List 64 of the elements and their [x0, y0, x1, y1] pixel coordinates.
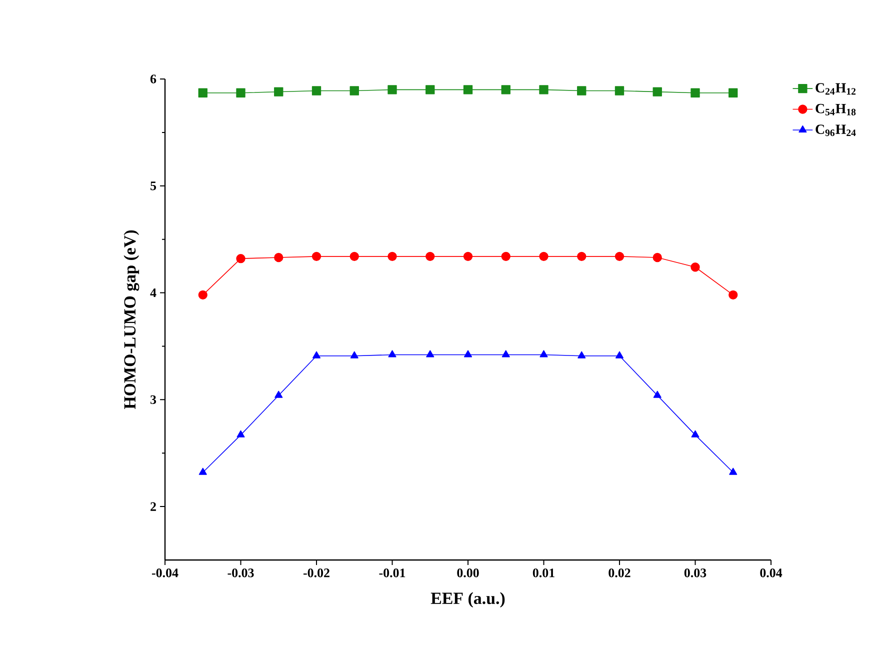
legend-label: C$_{54}$H$_{18}$ — [816, 104, 856, 116]
point — [350, 86, 359, 96]
point — [388, 350, 396, 358]
point — [501, 252, 510, 262]
point — [388, 252, 397, 262]
point — [615, 351, 624, 358]
point — [501, 85, 510, 94]
point — [728, 88, 738, 98]
point — [614, 252, 624, 262]
point — [350, 252, 359, 262]
x-tick-label: 0.01 — [532, 568, 554, 578]
legend-label: C$_{24}$H$_{12}$ — [816, 83, 856, 95]
x-tick-label: 0.03 — [684, 568, 706, 578]
point — [653, 390, 662, 398]
point — [652, 87, 662, 96]
legend-label: C$_{96}$H$_{24}$ — [816, 124, 856, 136]
point — [198, 88, 208, 98]
point — [198, 290, 208, 300]
x-tick-label: -0.03 — [228, 568, 254, 578]
point — [539, 252, 548, 262]
point — [350, 351, 358, 358]
point — [236, 254, 246, 264]
point — [312, 252, 322, 262]
x-tick-label: 0.00 — [457, 568, 479, 578]
point — [502, 350, 510, 358]
point — [236, 430, 245, 438]
point — [691, 430, 700, 438]
point — [577, 252, 586, 262]
x-tick-label: -0.02 — [303, 568, 330, 578]
point — [426, 85, 435, 94]
y-axis-title: HOMO-LUMO gap (eV) — [124, 230, 140, 410]
point — [463, 85, 473, 94]
point — [614, 86, 624, 96]
point — [312, 351, 321, 358]
point — [690, 262, 700, 272]
point — [463, 252, 473, 262]
y-tick-label: 3 — [150, 395, 156, 404]
x-tick-label: 0.02 — [608, 568, 630, 578]
y-tick-label: 2 — [150, 502, 156, 511]
x-tick-label: -0.04 — [152, 568, 178, 578]
point — [274, 390, 283, 398]
point — [652, 252, 662, 262]
point — [690, 88, 700, 98]
point — [577, 86, 586, 96]
x-tick-label: -0.01 — [379, 568, 406, 578]
point — [426, 350, 434, 358]
y-tick-label: 4 — [150, 288, 156, 298]
point — [728, 290, 738, 300]
point — [274, 252, 284, 262]
point — [426, 252, 435, 262]
point — [236, 88, 246, 98]
y-tick-label: 5 — [150, 182, 156, 190]
point — [539, 85, 548, 94]
point — [274, 87, 284, 96]
point — [540, 350, 548, 358]
point — [388, 85, 397, 94]
point — [312, 86, 322, 96]
x-tick-label: 0.04 — [760, 568, 782, 578]
point — [198, 468, 207, 475]
x-axis-title: EEF (a.u.) — [430, 592, 505, 608]
point — [729, 468, 738, 475]
point — [464, 350, 472, 358]
point — [578, 351, 586, 358]
y-tick-label: 6 — [150, 74, 156, 84]
